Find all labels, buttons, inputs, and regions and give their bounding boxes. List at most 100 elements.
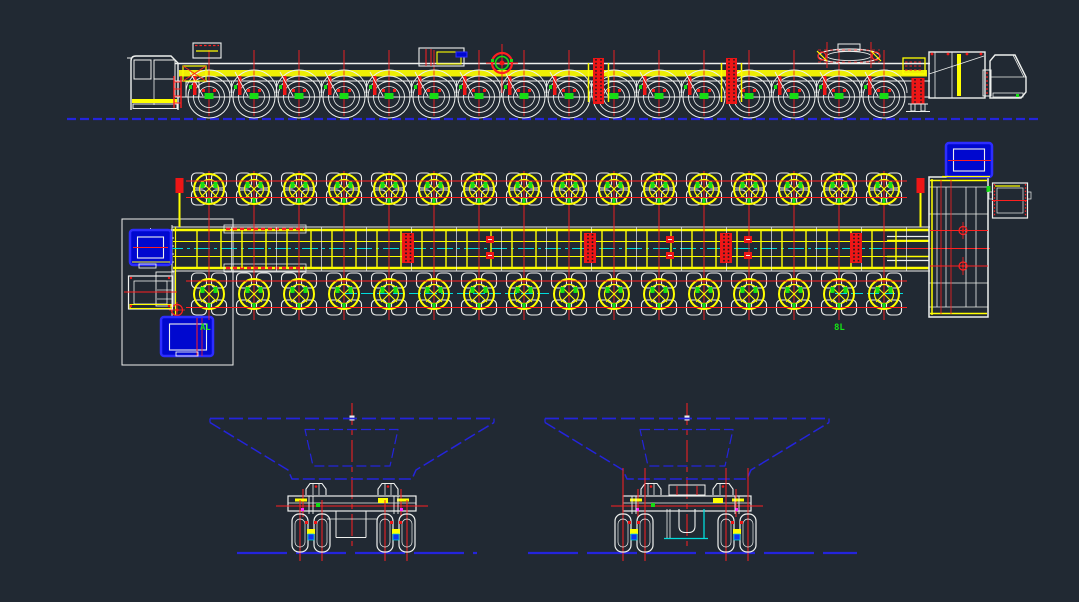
slew-ring (283, 278, 315, 310)
suspension-cylinder (823, 76, 827, 95)
magenta-marker (636, 508, 639, 511)
suspension-cylinder (328, 76, 332, 95)
suspension-cylinder (373, 76, 377, 95)
hub-marker (699, 93, 709, 99)
slew-ring (598, 278, 630, 310)
suspension-cylinder (553, 76, 557, 95)
cross-sections (209, 403, 857, 561)
support-saddle (377, 482, 399, 495)
slew-ring (328, 278, 360, 310)
slew-ring-emblem (486, 44, 518, 93)
suspension-arm (369, 71, 384, 97)
deck-bars (223, 224, 307, 273)
axle-station (681, 171, 727, 320)
suspension-cylinder (238, 76, 242, 95)
fender-arc (680, 69, 728, 94)
plan-cab-left-top (128, 228, 173, 269)
suspension-cylinder (868, 76, 872, 95)
wheel (770, 50, 818, 119)
clamp-pair (744, 236, 752, 259)
wheel (185, 50, 233, 119)
fender-arc (860, 69, 908, 94)
slew-ring (688, 173, 720, 205)
girder-void (639, 428, 734, 467)
slew-ring (238, 278, 270, 310)
platform-beam (611, 489, 763, 517)
fender-arc (320, 69, 368, 94)
slew-ring (463, 173, 495, 205)
suspension-arm (864, 71, 879, 97)
axle-station (456, 171, 502, 320)
slew-ring (193, 278, 225, 310)
fender-arc (500, 69, 548, 94)
wheel-group (717, 468, 757, 561)
section-a (209, 403, 495, 561)
hub-marker (249, 93, 259, 99)
suspension-cylinder (688, 76, 692, 95)
hub-marker (429, 93, 439, 99)
slew-ring (553, 173, 585, 205)
suspension-arm (279, 71, 294, 97)
suspension-cylinder (778, 76, 782, 95)
wheel (635, 50, 683, 119)
hub-marker (339, 93, 349, 99)
slew-ring (778, 173, 810, 205)
red-hatch-blocks (402, 233, 862, 263)
red-hatch-block (720, 233, 732, 263)
hub-marker (564, 93, 574, 99)
slew-ring (778, 278, 810, 310)
hub-marker (733, 533, 741, 541)
turntable (816, 42, 882, 68)
red-hatch-block (402, 233, 414, 263)
girder-underside (544, 421, 830, 480)
center-pedestal (327, 511, 377, 538)
axle-label-left: AL (200, 323, 211, 333)
plan-cab-right (942, 141, 994, 179)
clamp-pair (666, 236, 674, 259)
left-cab (127, 55, 179, 110)
slew-ring (643, 278, 675, 310)
wheel (320, 50, 368, 119)
tire-outline (772, 75, 816, 119)
plan-view: AL 8L (121, 141, 1032, 366)
right-cab (989, 54, 1027, 99)
small-target-marker (169, 302, 185, 318)
suspension-arm (819, 71, 834, 97)
fender-arc (455, 69, 503, 94)
fender-arc (230, 69, 278, 94)
suspension-cylinder (283, 76, 287, 95)
wheel-group (376, 496, 416, 561)
suspension-arm (414, 71, 429, 97)
platform-beam (276, 489, 428, 517)
hub-marker (204, 93, 214, 99)
slew-ring (283, 173, 315, 205)
axle-station (366, 171, 412, 320)
girder-void (304, 428, 399, 467)
side-elevation-view (67, 42, 1038, 121)
hub-marker (879, 93, 889, 99)
slew-ring (643, 173, 675, 205)
slew-ring (508, 278, 540, 310)
hub-marker (654, 93, 664, 99)
wheel-group (614, 468, 654, 561)
tire-outline (682, 75, 726, 119)
axle-station (726, 171, 772, 320)
hydraulic-red-bars (587, 58, 743, 104)
slew-ring (238, 173, 270, 205)
wheel (680, 50, 728, 119)
hub-marker (294, 93, 304, 99)
wheel (275, 50, 323, 119)
hub-marker (474, 93, 484, 99)
red-hatch-block (850, 233, 862, 263)
tire-outline (862, 75, 906, 119)
slew-ring (373, 278, 405, 310)
suspension-arm (504, 71, 519, 97)
plan-white-box-left (124, 275, 177, 310)
tire-outline (457, 75, 501, 119)
suspension-arm (684, 71, 699, 97)
slew-ring (823, 278, 855, 310)
tire-outline (547, 75, 591, 119)
fender-arc (185, 69, 233, 94)
suspension-arm (774, 71, 789, 97)
